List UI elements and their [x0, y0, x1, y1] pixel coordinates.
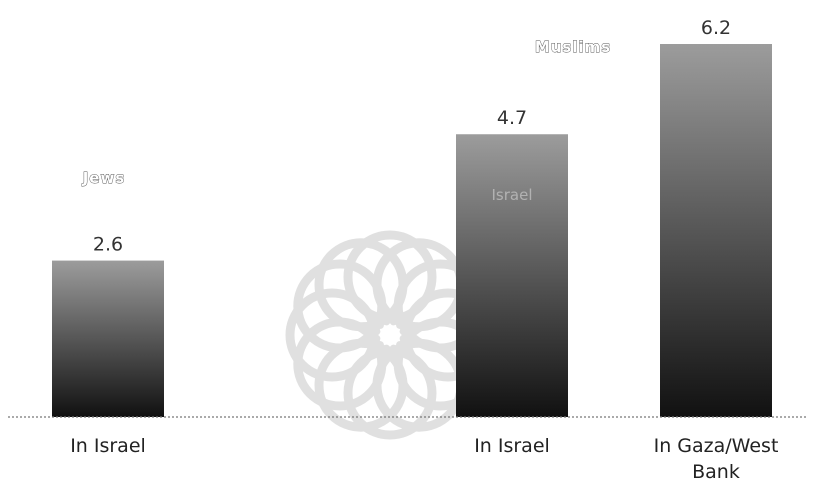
category-label-1: In Israel — [70, 435, 146, 457]
group-label-muslims: Muslims — [535, 38, 611, 56]
value-label-2: 4.7 — [497, 107, 527, 129]
bar-1 — [52, 260, 164, 417]
middle-bar-overlay-text: Israel — [492, 186, 533, 204]
value-label-3: 6.2 — [701, 17, 731, 39]
group-label-jews: Jews — [82, 169, 126, 187]
value-label-1: 2.6 — [93, 234, 123, 256]
bar-2 — [456, 134, 568, 417]
category-label-2: In Israel — [474, 435, 550, 457]
bar-3 — [660, 44, 772, 417]
category-label-3: In Gaza/West Bank — [654, 435, 779, 483]
